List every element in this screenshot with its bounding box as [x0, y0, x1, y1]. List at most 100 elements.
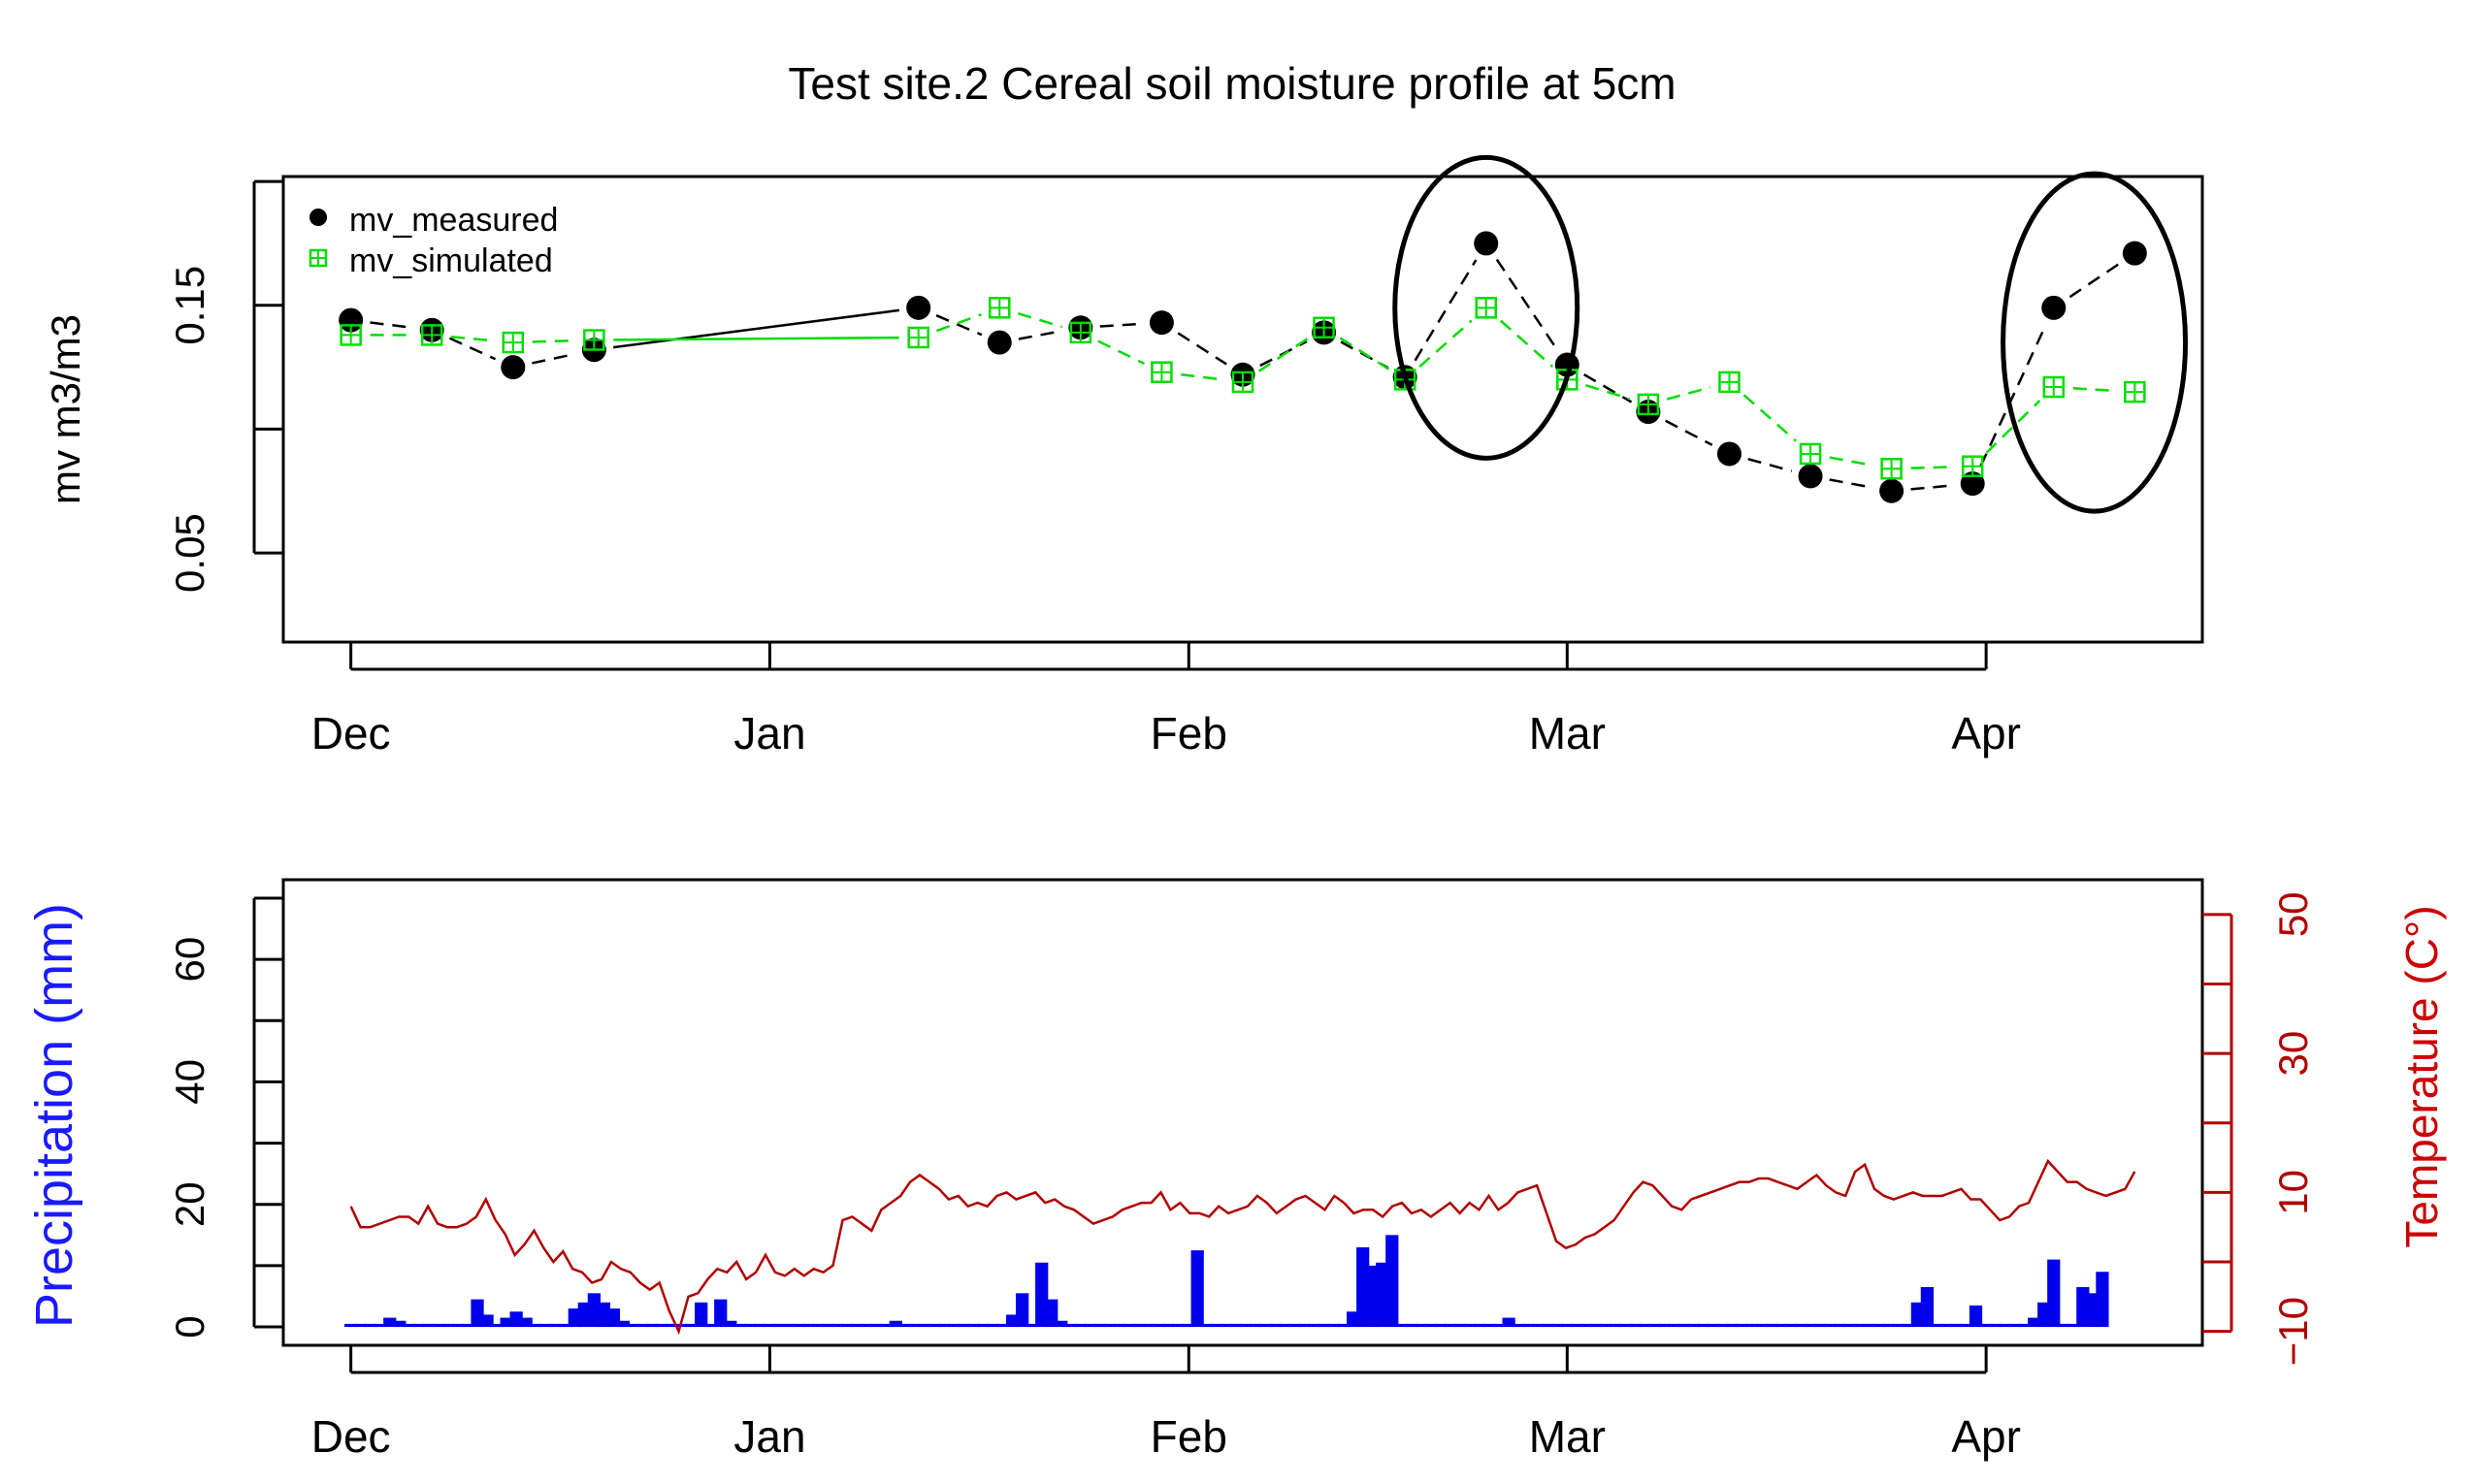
precip-bar: [1609, 1323, 1623, 1328]
precip-bar: [1687, 1323, 1701, 1328]
temp-y-tick-label: 50: [2270, 891, 2316, 937]
temp-y-tick-label: 30: [2270, 1031, 2316, 1077]
precip-bar: [1502, 1317, 1515, 1328]
series-segment-mv_measured: [2068, 263, 2120, 299]
series-segment-mv_measured: [935, 314, 983, 337]
precip-bar: [529, 1323, 542, 1328]
precip-bar: [714, 1299, 728, 1328]
precip-bar: [976, 1323, 991, 1328]
precip-bar: [374, 1323, 387, 1328]
precip-bar: [403, 1323, 416, 1328]
precip-bar: [1376, 1262, 1389, 1328]
precip-bar: [655, 1323, 669, 1328]
precip-bar: [1881, 1323, 1895, 1328]
precip-bar: [928, 1323, 942, 1328]
precip-bar: [577, 1302, 591, 1328]
precip-bar: [1794, 1323, 1807, 1328]
simulated-point: [1069, 321, 1092, 344]
temperature-line: [349, 1158, 2136, 1336]
top-x-tick-label: Jan: [733, 708, 805, 758]
precip-bar: [995, 1323, 1010, 1328]
precip-bar: [1123, 1323, 1136, 1328]
precip-bar: [1064, 1323, 1078, 1328]
chart-title: Test site.2 Cereal soil moisture profile…: [788, 58, 1676, 109]
precip-bar: [763, 1323, 776, 1328]
temp-y-tick-label: 10: [2270, 1170, 2316, 1215]
temp-y-axis: −10 10 30 50: [2202, 891, 2316, 1366]
series-segment-mv_simulated: [1257, 337, 1309, 372]
measured-point: [1879, 478, 1904, 503]
precip-bar: [364, 1323, 377, 1328]
precip-bar: [490, 1323, 504, 1328]
highlight-ellipse: [1392, 154, 1580, 461]
highlight-ellipse: [2001, 171, 2189, 514]
bottom-panel: 0 20 40 60 −10 10 30 50 Dec Jan Feb Mar Apr Precip…: [25, 878, 2447, 1462]
bottom-x-tick-label: Dec: [311, 1411, 391, 1462]
simulated-point: [907, 326, 929, 349]
top-annotations: [1392, 154, 2189, 514]
precip-bar: [1025, 1323, 1039, 1328]
legend-label-measured: mv_measured: [349, 202, 558, 239]
precip-bar: [344, 1323, 358, 1328]
precip-bar: [500, 1317, 513, 1328]
series-segment-mv_simulated: [1097, 339, 1146, 366]
precip-bar: [1385, 1235, 1399, 1328]
precip-bar: [1521, 1323, 1535, 1328]
legend-label-simulated: mv_simulated: [349, 242, 553, 279]
precip-bar: [1415, 1323, 1428, 1328]
precip-bar: [587, 1293, 601, 1328]
precip-bar: [850, 1323, 863, 1328]
precip-bar: [1103, 1323, 1117, 1328]
precip-bar: [1813, 1323, 1827, 1328]
precip-bar: [1444, 1323, 1457, 1328]
top-x-tick-label: Feb: [1151, 708, 1227, 758]
precip-bar: [1405, 1323, 1418, 1328]
precip-bar: [1113, 1323, 1126, 1328]
precip-bar: [1463, 1323, 1477, 1328]
precip-bar: [986, 1323, 1000, 1328]
precip-bar: [1229, 1323, 1243, 1328]
simulated-point: [1718, 371, 1741, 394]
precip-bar: [1356, 1246, 1370, 1328]
precip-bar: [597, 1302, 611, 1328]
series-segment-mv_measured: [1099, 322, 1143, 328]
precip-y-tick-label: 60: [167, 937, 212, 983]
series-segment-mv_simulated: [1418, 319, 1473, 369]
precip-bar: [509, 1311, 523, 1328]
series-segment-mv_simulated: [1742, 394, 1797, 442]
precip-bar: [957, 1323, 971, 1328]
precip-bar: [782, 1323, 796, 1328]
precip-y-tick-label: 40: [167, 1059, 212, 1105]
precip-bar: [558, 1323, 571, 1328]
precip-bar: [1930, 1323, 1944, 1328]
precip-bar: [1142, 1323, 1156, 1328]
precip-bar: [471, 1299, 484, 1328]
precip-bar: [908, 1323, 922, 1328]
measured-point: [2122, 241, 2147, 266]
series-segment-mv_simulated: [613, 336, 899, 341]
precip-bar: [665, 1323, 679, 1328]
series-segment-mv_simulated: [1910, 466, 1954, 469]
precip-bar: [1347, 1311, 1360, 1328]
measured-point: [1474, 231, 1499, 256]
precip-bar: [393, 1320, 407, 1328]
precip-y-axis: 0 20 40 60: [167, 896, 283, 1339]
precip-bar: [1969, 1305, 1983, 1328]
precip-bar: [1317, 1323, 1331, 1328]
simulated-point: [2124, 380, 2146, 403]
precip-bar: [1668, 1323, 1681, 1328]
temp-axis-label: Temperature (C°): [2396, 905, 2447, 1247]
series-segment-mv_measured: [1910, 484, 1954, 491]
top-panel: 0.05 0.15 Dec Jan Feb Mar Apr mv m3/m3 mv_mea…: [43, 154, 2204, 758]
simulated-point: [1637, 393, 1660, 416]
precip-bar: [1268, 1323, 1283, 1328]
measured-point: [1149, 310, 1174, 336]
precip-bar: [383, 1317, 397, 1328]
precip-bar: [1804, 1323, 1817, 1328]
series-segment-mv_measured: [532, 352, 576, 365]
simulated-point: [1475, 297, 1497, 319]
precip-bar: [1833, 1323, 1846, 1328]
precip-bar: [1035, 1262, 1049, 1328]
precip-bar: [918, 1323, 931, 1328]
